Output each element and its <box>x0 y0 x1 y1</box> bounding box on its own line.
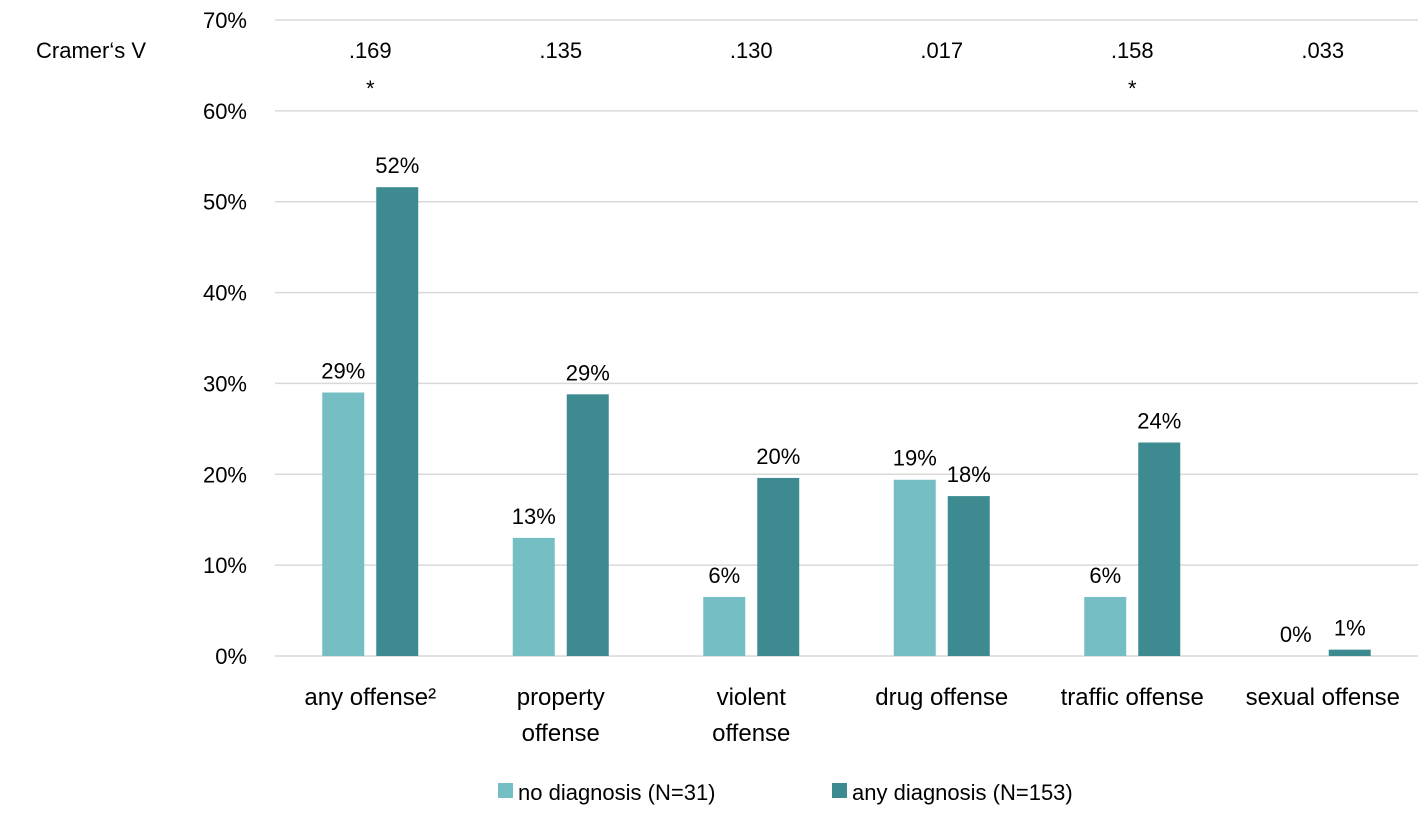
category-label: sexual offense <box>1246 684 1400 711</box>
data-label: 13% <box>512 504 556 529</box>
category-label: drug offense <box>875 684 1008 711</box>
bar-no-diagnosis <box>703 596 746 656</box>
legend-swatch <box>498 783 513 798</box>
cramers-v-value: .017 <box>920 38 963 63</box>
y-tick-label: 40% <box>203 281 247 306</box>
cramers-v-value: .135 <box>539 38 582 63</box>
category-label: offense <box>712 720 790 747</box>
category-label: violent <box>717 684 787 711</box>
bar-no-diagnosis <box>322 392 365 656</box>
data-label: 1% <box>1334 616 1366 641</box>
cramers-v-value: .169 <box>349 38 392 63</box>
significance-marker: * <box>366 76 375 101</box>
category-label: property <box>517 684 605 711</box>
cramers-v-label: Cramer‘s V <box>36 38 146 63</box>
data-label: 0% <box>1280 622 1312 647</box>
category-label: traffic offense <box>1061 684 1204 711</box>
bar-any-diagnosis <box>757 477 800 656</box>
bar-any-diagnosis <box>376 187 419 657</box>
data-label: 29% <box>566 360 610 385</box>
bar-any-diagnosis <box>1138 442 1181 656</box>
y-tick-label: 20% <box>203 462 247 487</box>
bar-any-diagnosis <box>947 496 990 656</box>
cramers-v-value: .158 <box>1111 38 1154 63</box>
bar-any-diagnosis <box>566 394 609 656</box>
data-label: 6% <box>1089 563 1121 588</box>
legend-label: any diagnosis (N=153) <box>852 780 1073 805</box>
cramers-v-value: .033 <box>1301 38 1344 63</box>
y-tick-label: 60% <box>203 99 247 124</box>
legend-label: no diagnosis (N=31) <box>518 780 716 805</box>
y-tick-label: 10% <box>203 553 247 578</box>
bar-no-diagnosis <box>1084 596 1127 656</box>
category-label: any offense² <box>304 684 436 711</box>
data-label: 20% <box>756 444 800 469</box>
bar-no-diagnosis <box>512 537 555 656</box>
data-label: 52% <box>375 153 419 178</box>
bar-no-diagnosis <box>893 479 936 656</box>
data-label: 6% <box>708 563 740 588</box>
category-label: offense <box>522 720 600 747</box>
y-tick-label: 30% <box>203 371 247 396</box>
data-label: 19% <box>893 446 937 471</box>
cramers-v-value: .130 <box>730 38 773 63</box>
data-label: 24% <box>1137 408 1181 433</box>
y-tick-label: 50% <box>203 190 247 215</box>
legend-swatch <box>832 783 847 798</box>
significance-marker: * <box>1128 76 1137 101</box>
bar-any-diagnosis <box>1328 649 1371 656</box>
data-label: 29% <box>321 359 365 384</box>
y-tick-label: 0% <box>215 644 247 669</box>
data-label: 18% <box>947 462 991 487</box>
y-tick-label: 70% <box>203 8 247 33</box>
